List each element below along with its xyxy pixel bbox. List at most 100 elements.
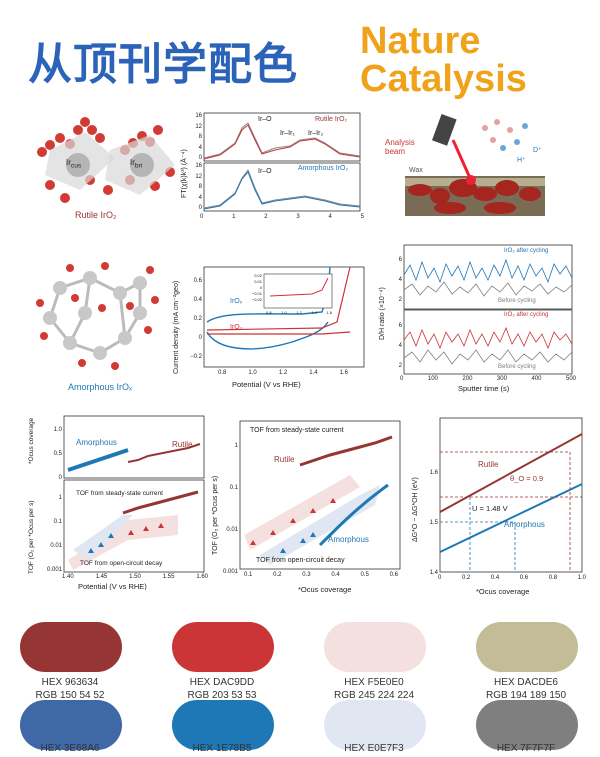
tick: 0.01 [254,279,262,284]
g-tof-ss: TOF from steady-state current [76,490,163,497]
swatch-1 [20,622,122,672]
tick: 400 [531,376,542,382]
exafs-ann-irir1: Ir–Ir₁ [280,130,295,137]
i-xticks: 0 0.2 0.4 0.6 0.8 1.0 [438,575,586,581]
tick: 0.6 [519,575,529,581]
tick: 0 [198,205,202,211]
dh-bot-after: IrO₂ after cycling [504,312,549,318]
tick: 4 [198,194,202,201]
hex-label: HEX 3E68A6 [40,743,100,754]
hex-label: HEX DAC9DD [189,677,255,688]
swatch-8-label: HEX 7F7F7F [456,742,596,755]
fig-analysis-beam: Analysis beam Wax D⁺ H⁺ [385,108,565,223]
tick: 0.6 [389,572,398,578]
tick: 100 [427,376,438,382]
tof-coverage-plot [239,420,401,570]
fig-dh-ratio: D/H ratio (×10⁻⁴) Sputter time (s) IrO₂ … [378,240,578,395]
hex-label: HEX F5E0E0 [344,677,404,688]
tick: 0.1 [244,572,253,578]
fig-amorphous-structure: Amorphous IrOₓ [30,248,170,398]
rgb-label: RGB 194 189 150 [485,690,567,701]
cv-xlabel: Potential (V vs RHE) [232,380,301,389]
exafs-xticks: 0 1 2 3 4 5 [200,214,364,220]
tick: 0.01 [226,527,238,533]
g-amorphous-label: Amorphous [76,438,117,447]
g-xlabel: Potential (V vs RHE) [78,582,147,590]
dh-xticks: 0 100 200 300 400 500 [400,376,576,382]
tick: 0.4 [490,575,500,581]
swatch-6-label: HEX 1E78B5 [152,742,292,755]
exafs-ann-iro-bottom: Ir–O [258,168,272,175]
swatch-6 [172,700,274,750]
tick: 1.0 [53,427,62,433]
hplus-label: H⁺ [517,157,526,164]
fig-tof-potential: *Ocus coverage TOF (O₂ per *Ocus per s) … [28,410,208,590]
i-u-label: U = 1.48 V [472,504,508,513]
atom-label-ir-cus-main: Ir [66,158,71,167]
tick: 0.4 [331,572,340,578]
tick: 6 [398,323,402,329]
fig-rutile-structure: Ircus Irbri Rutile IrO₂ [30,110,180,230]
cv-xticks: 0.8 1.0 1.2 1.4 1.6 [218,370,348,376]
tick: 2 [398,363,402,369]
exafs-amorphous-label: Amorphous IrO₂ [298,165,349,172]
fig-cv: Current density (mA cm⁻²geo) Potential (… [172,262,372,392]
swatch-4 [476,622,578,672]
tick: 1.4 [429,570,438,576]
swatch-4-label: HEX DACDE6 RGB 194 189 150 [456,676,596,702]
tick: 0.5 [53,451,62,457]
dh-ratio-plot [403,244,573,375]
dh-yticks-top: 6 4 2 [390,250,402,310]
hex-label: HEX DACDE6 [494,677,558,688]
tick: 1.60 [196,574,208,580]
analysis-word: Analysis [385,138,415,147]
h-xticks: 0.1 0.2 0.3 0.4 0.5 0.6 [244,572,398,578]
tick: 0.1 [229,485,238,491]
tick: 16 [195,113,202,119]
tick: 0 [259,285,262,290]
rutile-structure-illustration [37,117,175,203]
tick: 8 [198,134,202,140]
cv-inset-yticks: 0.02 0.01 0 −0.01 −0.02 [248,273,262,303]
swatch-3 [324,622,426,672]
deltag-plot [439,417,583,573]
swatch-3-label: HEX F5E0E0 RGB 245 224 224 [304,676,444,702]
tick: −0.02 [251,297,262,302]
analysis-beam-label: Analysis beam [385,138,415,156]
tick: 1.0 [248,370,257,376]
tick: 0.4 [193,297,202,303]
tick: 300 [496,376,507,382]
amorphous-caption: Amorphous IrOₓ [68,382,132,392]
g-yticks-top: 1.0 0.5 0 [46,418,62,490]
tick: 1.6 [429,470,438,476]
tick: 1.40 [62,574,74,580]
hex-label: HEX 1E78B5 [192,743,252,754]
tick: 0.001 [46,567,62,573]
exafs-yticks-bot: 16 12 8 4 0 [190,161,202,214]
tick: 0.2 [273,572,282,578]
rgb-label: RGB 203 53 53 [187,690,257,701]
tick: 200 [462,376,473,382]
atom-label-ir-cus: Ircus [66,158,81,170]
tick: 4 [328,214,332,220]
g-tof-oc: TOF from open-circuit decay [80,560,163,567]
cv-label-irox: IrOₓ [230,298,243,305]
tick: 2 [264,214,268,220]
tick: 0.5 [360,572,369,578]
tick: 0.01 [50,543,62,549]
h-xlabel: *Ocus coverage [298,585,352,594]
h-tof-oc: TOF from open-circuit decay [256,557,345,564]
tick: 0.001 [222,569,238,575]
tick: 1.55 [162,574,175,580]
tick: 1 [234,443,238,449]
swatch-2-label: HEX DAC9DD RGB 203 53 53 [152,676,292,702]
tick: 6 [398,257,402,263]
beam-word: beam [385,147,406,156]
tick: 0.2 [461,575,471,581]
rgb-label: RGB 245 224 224 [333,690,415,701]
hex-label: HEX E0E7F3 [344,743,404,754]
cv-ylabel: Current density (mA cm⁻²geo) [173,280,180,374]
tick: 0.1 [53,519,62,525]
tick: 1.0 [281,310,287,315]
tick: 4 [198,144,202,151]
